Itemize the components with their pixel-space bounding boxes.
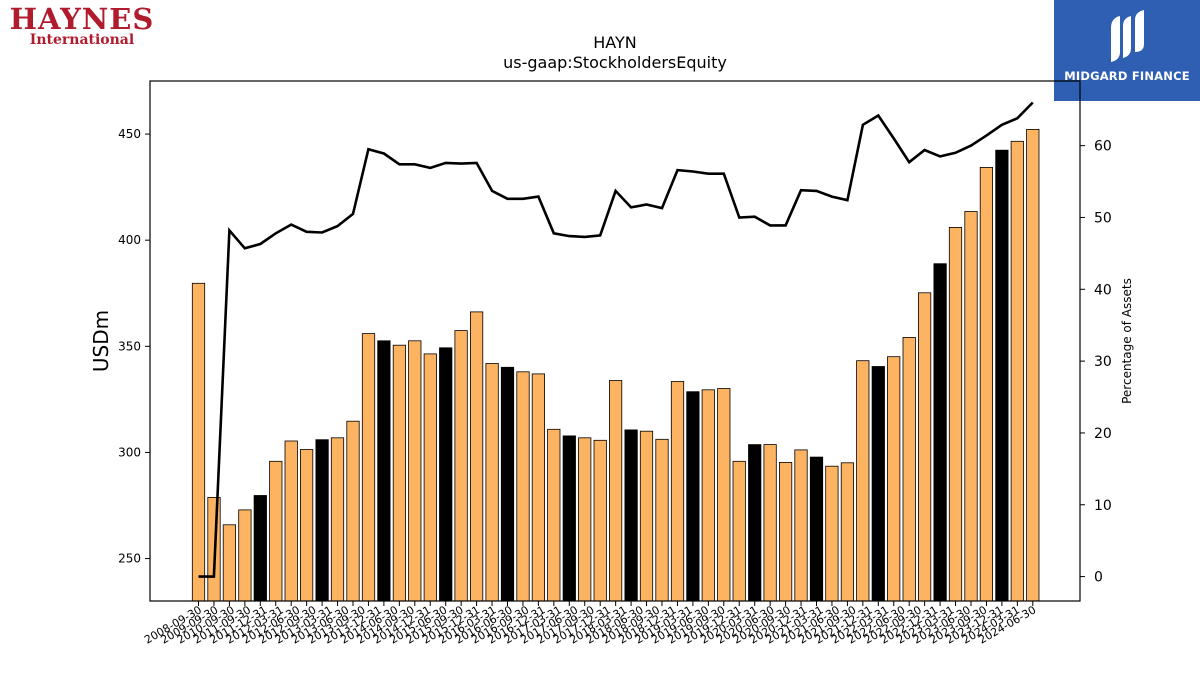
bar-2010-06-30 — [238, 509, 252, 602]
y-tick-label-left: 450 — [118, 127, 141, 141]
bar-2023-03-31 — [964, 211, 978, 602]
bar-2015-09-30 — [500, 366, 515, 602]
bar-2016-12-31 — [578, 437, 592, 602]
haynes-logo-subtext: International — [29, 32, 135, 48]
bar-2019-09-30 — [748, 444, 762, 602]
haynes-logo-text: HAYNES — [9, 2, 155, 36]
bar-2020-12-31 — [825, 465, 839, 602]
chart-title-ticker: HAYN — [593, 33, 637, 52]
bar-2011-12-31 — [315, 439, 329, 602]
y-axis-label-right: Percentage of Assets — [1120, 278, 1134, 404]
bar-2023-12-31 — [1010, 140, 1024, 602]
bar-2016-09-30 — [562, 435, 576, 602]
bar-2012-03-31 — [330, 437, 345, 602]
bar-2017-03-31 — [593, 439, 607, 602]
bar-2020-06-30 — [794, 449, 808, 602]
x-axis: 2008-09-302009-09-302010-09-302011-09-30… — [142, 601, 1038, 647]
bar-2016-06-30 — [547, 428, 561, 602]
bar-2016-03-31 — [531, 373, 546, 602]
bar-2013-12-31 — [423, 353, 437, 602]
y-tick-label-right: 40 — [1094, 282, 1112, 298]
bar-2017-06-30 — [609, 380, 623, 602]
bar-2019-03-31 — [717, 388, 731, 602]
bar-2013-06-30 — [392, 344, 407, 602]
y-tick-label-right: 20 — [1094, 426, 1112, 442]
bar-2019-06-30 — [732, 460, 746, 602]
bar-2022-09-30 — [933, 263, 947, 602]
midgard-finance-logo-text: MIDGARD FINANCE — [1064, 69, 1190, 83]
bar-2020-03-31 — [779, 461, 793, 602]
bar-2011-06-30 — [284, 440, 298, 602]
bar-2015-06-30 — [485, 363, 499, 602]
y-tick-label-left: 300 — [118, 445, 141, 459]
y-tick-label-right: 0 — [1094, 570, 1103, 586]
bar-2011-03-31 — [269, 460, 283, 602]
haynes-logo: HAYNES International — [4, 4, 160, 48]
bar-2018-06-30 — [670, 381, 685, 602]
bar-2010-09-30 — [253, 495, 267, 602]
bar-2015-12-31 — [516, 371, 530, 602]
plot-frame — [149, 80, 1081, 602]
y-tick-label-right: 10 — [1094, 498, 1112, 514]
y-tick-label-right: 50 — [1094, 210, 1112, 226]
bar-2021-09-30 — [871, 366, 885, 602]
y-axis-right: 0 10 20 30 40 50 60 — [1080, 139, 1112, 586]
y-tick-label-right: 30 — [1094, 354, 1112, 370]
bar-2012-09-30 — [361, 333, 376, 602]
bar-2017-12-31 — [639, 430, 654, 602]
bar-2022-03-31 — [902, 336, 916, 602]
bar-2008-09-30 — [191, 282, 206, 602]
y-tick-label-right: 60 — [1094, 139, 1112, 155]
bar-2023-09-30 — [995, 149, 1009, 602]
midgard-emblem-icon — [1111, 10, 1144, 62]
bar-2021-06-30 — [856, 360, 870, 602]
bar-2014-09-30 — [454, 330, 468, 602]
bar-2020-09-30 — [809, 456, 824, 602]
bar-2013-09-30 — [408, 340, 422, 602]
midgard-finance-logo: MIDGARD FINANCE — [1054, 0, 1200, 101]
bar-2021-12-31 — [887, 356, 901, 602]
bar-2009-12-31 — [222, 524, 236, 602]
percentage-of-assets-line — [198, 101, 1034, 578]
y-tick-label-left: 400 — [118, 233, 141, 247]
y-axis-label-left: USDm — [89, 310, 113, 372]
bar-2013-03-31 — [377, 340, 391, 602]
bar-2022-06-30 — [918, 292, 932, 602]
bar-2014-06-30 — [439, 347, 453, 602]
bar-2019-12-31 — [763, 444, 777, 602]
chart-title-concept: us-gaap:StockholdersEquity — [503, 53, 727, 72]
bar-2022-12-31 — [948, 226, 963, 602]
bar-2021-03-31 — [840, 462, 855, 602]
bar-series — [191, 128, 1040, 602]
bar-2012-06-30 — [346, 420, 360, 602]
bar-2018-03-31 — [655, 438, 669, 602]
bar-2011-09-30 — [299, 449, 314, 602]
y-axis-left: 250 300 350 400 450 — [118, 127, 150, 566]
y-tick-label-left: 250 — [118, 552, 141, 566]
bar-2018-12-31 — [701, 389, 715, 602]
bar-2024-03-31 — [1026, 128, 1040, 602]
y-tick-label-left: 350 — [118, 339, 141, 353]
bar-2014-12-31 — [469, 311, 484, 602]
bar-2017-09-30 — [624, 429, 638, 602]
bar-2023-06-30 — [979, 166, 994, 602]
bar-2018-09-30 — [686, 391, 700, 602]
